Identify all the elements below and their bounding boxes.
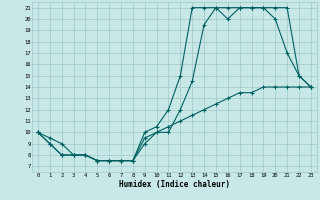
X-axis label: Humidex (Indice chaleur): Humidex (Indice chaleur) bbox=[119, 180, 230, 189]
